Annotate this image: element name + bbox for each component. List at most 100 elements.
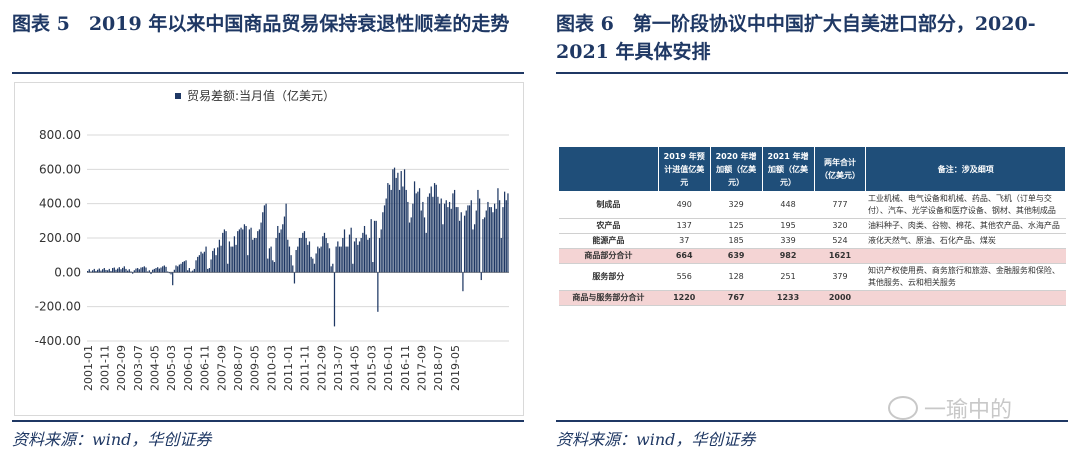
x-axis: 2001-01 2001-11 2002-09 2003-07 2004-05 2005-… (82, 345, 462, 391)
bar (473, 224, 476, 273)
bar (125, 268, 127, 273)
bar (492, 212, 494, 273)
bar (483, 217, 486, 273)
bar (177, 266, 179, 273)
bar (488, 207, 491, 273)
figure6-source: 资料来源：wind，华创证券 (556, 430, 756, 449)
table-row: 制成品 490 329 448 777 工业机械、电气设备和机械、药品、飞机（订单与交付）… (558, 191, 1066, 219)
bar (147, 271, 149, 273)
bar (280, 229, 282, 273)
bar (110, 270, 112, 273)
bar (487, 201, 489, 273)
bar (298, 238, 301, 273)
bar (373, 220, 376, 273)
figure6-bottom-rule (556, 420, 1068, 422)
bar (485, 210, 487, 273)
bar (422, 201, 424, 273)
bar (95, 270, 97, 273)
trade-balance-chart: 贸易差额:当月值（亿美元） 800.00 600.00 400.00 200.00 0.… (14, 82, 524, 416)
bar (263, 205, 266, 273)
value-2021: 195 (762, 218, 815, 234)
bar (318, 248, 321, 273)
bar (505, 200, 507, 273)
value-2020: 125 (710, 218, 763, 234)
bar (427, 196, 429, 273)
watermark-text: 一瑜中的 (924, 398, 1013, 423)
bar (213, 248, 216, 273)
bar (450, 208, 452, 273)
bar (465, 210, 467, 273)
bar (308, 241, 311, 273)
bar (507, 193, 509, 273)
bar (217, 247, 219, 273)
bar (202, 253, 204, 273)
row-name: 农产品 (558, 218, 659, 234)
bar (168, 272, 170, 274)
value-2020: 329 (710, 191, 763, 219)
x-tick-label: 2001-11 (99, 345, 112, 391)
bar (290, 255, 292, 273)
bar (447, 207, 449, 273)
bar (332, 263, 334, 273)
bar (390, 189, 392, 273)
row-note: 液化天然气、原油、石化产品、煤炭 (865, 233, 1066, 249)
x-tick-label: 2017-09 (415, 345, 428, 391)
bar (150, 272, 152, 275)
bar (365, 234, 367, 273)
value-2020: 185 (710, 233, 763, 249)
bar (230, 246, 232, 273)
bar (228, 241, 231, 273)
bar (400, 171, 402, 273)
bar (357, 244, 359, 273)
bar (375, 220, 377, 273)
table-header-cell (558, 146, 659, 192)
bar (345, 246, 347, 273)
figure6-title: 图表 6 第一阶段协议中中国扩大自美进口部分，2020-2021 年具体安排 (556, 13, 1036, 63)
bar (120, 269, 122, 273)
bar (362, 232, 364, 273)
bar (255, 238, 257, 273)
bar (162, 266, 164, 273)
bar (190, 271, 192, 273)
bar (103, 268, 105, 273)
bar (340, 246, 342, 273)
table-row: 能源产品 37 185 339 524 液化天然气、原油、石化产品、煤炭 (558, 233, 1066, 249)
y-tick-label: 0.00 (54, 265, 81, 279)
row-name: 服务部分 (558, 263, 659, 291)
figure5-bottom-rule (12, 420, 524, 422)
x-tick-label: 2001-01 (82, 345, 95, 391)
bar (468, 205, 471, 273)
bar (112, 268, 114, 273)
figure5-source: 资料来源：wind，华创证券 (12, 430, 212, 449)
bar (415, 193, 417, 273)
bar (302, 232, 304, 273)
bar (135, 268, 137, 273)
bar (175, 265, 177, 273)
bar (408, 222, 411, 273)
bar (472, 229, 474, 273)
bar (182, 262, 184, 273)
wechat-icon (888, 396, 918, 420)
bar (428, 193, 431, 273)
bar (370, 219, 372, 273)
row-note: 工业机械、电气设备和机械、药品、飞机（订单与交付）、汽车、光学设备和医疗设备、钢… (865, 191, 1066, 219)
table-header-cell: 两年合计（亿美元） (813, 146, 867, 192)
bar (143, 266, 145, 273)
value-2021: 982 (762, 248, 815, 264)
bar (504, 191, 506, 273)
bar (183, 261, 185, 273)
bar (197, 256, 199, 273)
bar (360, 238, 362, 273)
y-tick-label: 800.00 (39, 128, 81, 142)
bar (223, 229, 226, 273)
chart-bars (87, 167, 509, 327)
bar (273, 262, 276, 273)
bar (435, 184, 437, 273)
y-tick-label: 600.00 (39, 162, 81, 176)
bar (193, 268, 195, 273)
x-tick-label: 2008-07 (232, 345, 245, 391)
bar (250, 227, 252, 273)
bar (98, 268, 100, 273)
bar (292, 265, 294, 273)
bar (210, 259, 212, 273)
